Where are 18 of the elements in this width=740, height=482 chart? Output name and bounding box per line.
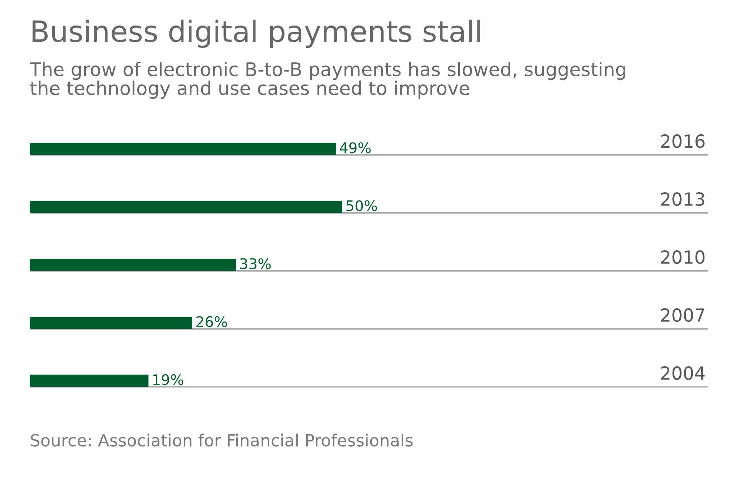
y-tick-label: 2010 — [661, 250, 705, 264]
data-label: 49% — [340, 142, 371, 154]
y-tick-label: 2004 — [661, 366, 705, 380]
bar — [30, 200, 342, 214]
data-label: 19% — [153, 374, 184, 386]
chart-subtitle: The grow of electronic B-to-B payments has slowed, suggesting the technology and use cases need to improve — [30, 62, 626, 100]
y-tick-label: 2007 — [661, 308, 704, 322]
chart-title: Business digital payments stall — [32, 20, 480, 48]
y-tick-label: 2016 — [661, 134, 705, 148]
data-label: 26% — [196, 316, 228, 328]
data-label: 33% — [240, 258, 271, 270]
bar — [30, 374, 149, 388]
y-tick-label: 2013 — [661, 192, 705, 206]
bar — [30, 258, 236, 272]
bar — [30, 316, 192, 330]
bar — [30, 143, 336, 156]
source-note: Source: Association for Financial Professionals — [31, 434, 413, 447]
data-label: 50% — [346, 200, 378, 212]
